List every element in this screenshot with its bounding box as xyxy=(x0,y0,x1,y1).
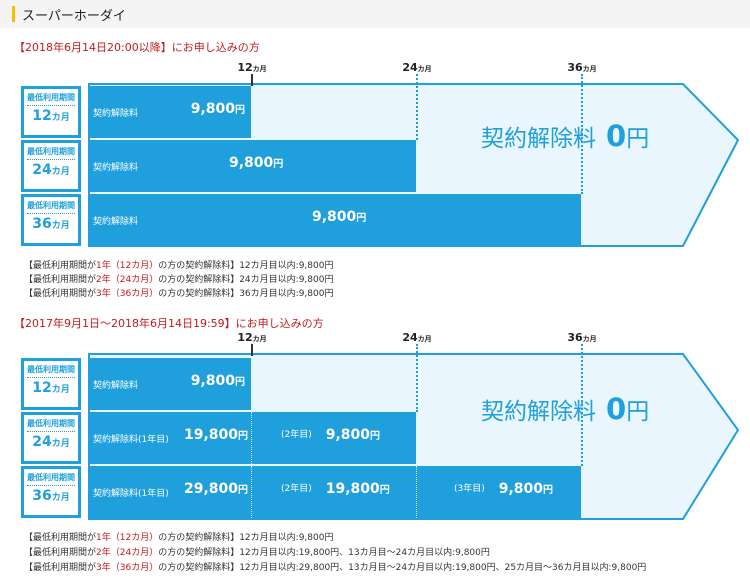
year-divider xyxy=(416,466,417,518)
fee-bar-12: 契約解除料 9,800円 xyxy=(89,86,251,138)
tick-36 xyxy=(581,344,583,466)
header-accent-bar xyxy=(12,6,15,22)
fee-label: 契約解除料 xyxy=(93,381,139,391)
fee-note: 【最低利用期間が1年（12カ月）の方の契約解除料】12カ月目以内:9,800円 xyxy=(24,533,334,543)
year-divider xyxy=(251,412,252,464)
fee-label: 契約解除料(1年目) xyxy=(93,489,169,499)
fee-amount-year3: (3年目) 9,800円 xyxy=(454,481,554,497)
plan-label-24: 最低利用期間 24カ月 xyxy=(21,412,81,464)
fee-amount: 9,800円 xyxy=(190,373,245,389)
fee-amount-year2: (2年目) 19,800円 xyxy=(281,481,390,497)
fee-bar-36: 契約解除料(1年目) 29,800円 (2年目) 19,800円 (3年目) 9,8… xyxy=(89,466,581,518)
month-marker-36: 36カ月 xyxy=(567,61,597,74)
plan-label-12: 最低利用期間 12カ月 xyxy=(21,358,81,410)
month-marker-24: 24カ月 xyxy=(402,331,432,344)
page-title: スーパーホーダイ xyxy=(22,9,126,24)
fee-note: 【最低利用期間が2年（24カ月）の方の契約解除料】24カ月目以内:9,800円 xyxy=(24,275,334,285)
section-1-title: 【2018年6月14日20:00以降】にお申し込みの方 xyxy=(14,41,260,54)
fee-label: 契約解除料(1年目) xyxy=(93,435,169,445)
fee-amount: 9,800円 xyxy=(190,101,245,117)
year-divider xyxy=(251,466,252,518)
plan-label-36: 最低利用期間 36カ月 xyxy=(21,194,81,246)
fee-bar-12: 契約解除料 9,800円 xyxy=(89,358,251,410)
fee-label: 契約解除料 xyxy=(93,109,139,119)
tick-12 xyxy=(251,74,253,86)
fee-note: 【最低利用期間が1年（12カ月）の方の契約解除料】12カ月目以内:9,800円 xyxy=(24,261,334,271)
month-marker-36: 36カ月 xyxy=(567,331,597,344)
zero-fee-text: 契約解除料 0円 xyxy=(481,392,650,426)
tick-12 xyxy=(251,344,253,356)
fee-amount: 29,800円 xyxy=(184,481,249,497)
fee-amount: 9,800円 xyxy=(229,155,284,171)
fee-amount: 19,800円 xyxy=(184,427,249,443)
month-marker-12: 12カ月 xyxy=(237,331,267,344)
zero-fee-text: 契約解除料 0円 xyxy=(481,119,650,153)
section-2-title: 【2017年9月1日～2018年6月14日19:59】にお申し込みの方 xyxy=(14,317,324,330)
plan-label-12: 最低利用期間 12カ月 xyxy=(21,86,81,138)
fee-amount-year2: (2年目) 9,800円 xyxy=(281,427,381,443)
fee-bar-24: 契約解除料 9,800円 xyxy=(89,140,416,192)
fee-note: 【最低利用期間が3年（36カ月）の方の契約解除料】12カ月目以内:29,800円… xyxy=(24,563,647,573)
fee-note: 【最低利用期間が2年（24カ月）の方の契約解除料】12カ月目以内:19,800円… xyxy=(24,548,490,558)
fee-bar-36: 契約解除料 9,800円 xyxy=(89,194,581,246)
month-marker-24: 24カ月 xyxy=(402,61,432,74)
fee-label: 契約解除料 xyxy=(93,217,139,227)
tick-24 xyxy=(416,344,418,412)
tick-24 xyxy=(416,74,418,140)
fee-label: 契約解除料 xyxy=(93,163,139,173)
tick-36 xyxy=(581,74,583,194)
fee-amount: 9,800円 xyxy=(312,209,367,225)
month-marker-12: 12カ月 xyxy=(237,61,267,74)
plan-label-24: 最低利用期間 24カ月 xyxy=(21,140,81,192)
fee-note: 【最低利用期間が3年（36カ月）の方の契約解除料】36カ月目以内:9,800円 xyxy=(24,289,334,299)
page-header: スーパーホーダイ xyxy=(0,0,750,28)
plan-label-36: 最低利用期間 36カ月 xyxy=(21,466,81,518)
fee-bar-24: 契約解除料(1年目) 19,800円 (2年目) 9,800円 xyxy=(89,412,416,464)
